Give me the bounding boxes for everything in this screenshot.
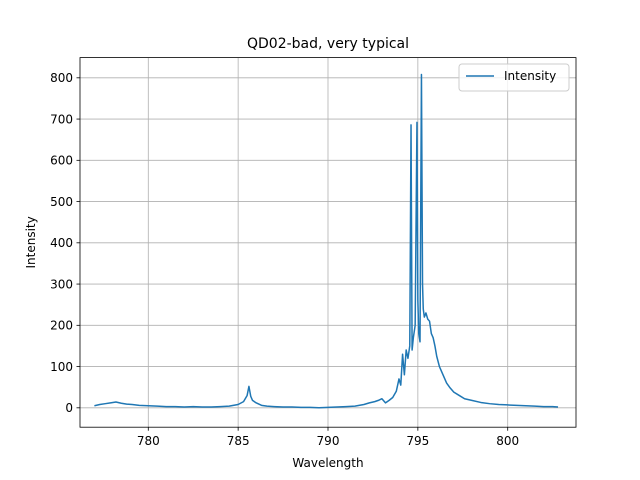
legend: Intensity: [458, 63, 570, 92]
y-tick-label: 700: [50, 112, 73, 126]
y-tick-label: 500: [50, 195, 73, 209]
y-tick-label: 600: [50, 154, 73, 168]
x-axis-label: Wavelength: [292, 456, 363, 470]
legend-label: Intensity: [504, 69, 556, 83]
x-tick-label: 795: [406, 434, 429, 448]
x-tick-label: 800: [496, 434, 519, 448]
y-tick-label: 100: [50, 360, 73, 374]
y-tick-label: 0: [65, 401, 73, 415]
chart-title: QD02-bad, very typical: [247, 36, 409, 52]
x-tick-label: 785: [227, 434, 250, 448]
grid: [80, 57, 576, 428]
y-tick-label: 800: [50, 71, 73, 85]
y-tick-label: 300: [50, 277, 73, 291]
x-axis: 780 785 790 795 800: [137, 427, 519, 448]
x-tick-label: 780: [137, 434, 160, 448]
x-tick-label: 790: [317, 434, 340, 448]
y-axis: 0 100 200 300 400 500 600 700 800: [50, 71, 80, 415]
y-axis-label: Intensity: [24, 216, 38, 268]
y-tick-label: 400: [50, 236, 73, 250]
series-line-intensity: [94, 73, 559, 409]
y-tick-label: 200: [50, 319, 73, 333]
legend-box: [458, 63, 570, 92]
series-layer: [94, 73, 559, 409]
